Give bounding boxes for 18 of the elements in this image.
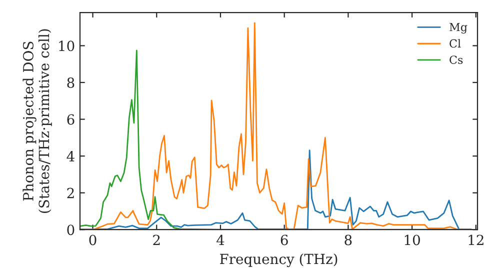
x-tick-label: 10	[404, 234, 420, 246]
x-tick-label: 4	[216, 234, 224, 246]
legend-label: Mg	[450, 22, 468, 34]
x-axis-title: Frequency (THz)	[220, 253, 338, 268]
legend-label: Cl	[450, 39, 461, 48]
x-tick-label: 6	[280, 234, 288, 246]
x-tick-label: 2	[153, 234, 160, 246]
y-tick-label: 0	[67, 224, 74, 236]
y-tick-label: 10	[59, 40, 74, 52]
x-tick-label: 0	[89, 234, 96, 246]
y-tick-label: 4	[66, 151, 74, 162]
y-axis-title: Phonon projected DOS (States/THz·primitive cell)	[22, 29, 52, 213]
y-tick-label: 6	[67, 114, 74, 125]
x-tick-label: 12	[468, 234, 484, 246]
x-tick-label: 8	[344, 234, 352, 246]
y-tick-label: 2	[67, 188, 74, 198]
legend-label: Cs	[450, 56, 463, 64]
y-tick-label: 8	[67, 77, 74, 88]
